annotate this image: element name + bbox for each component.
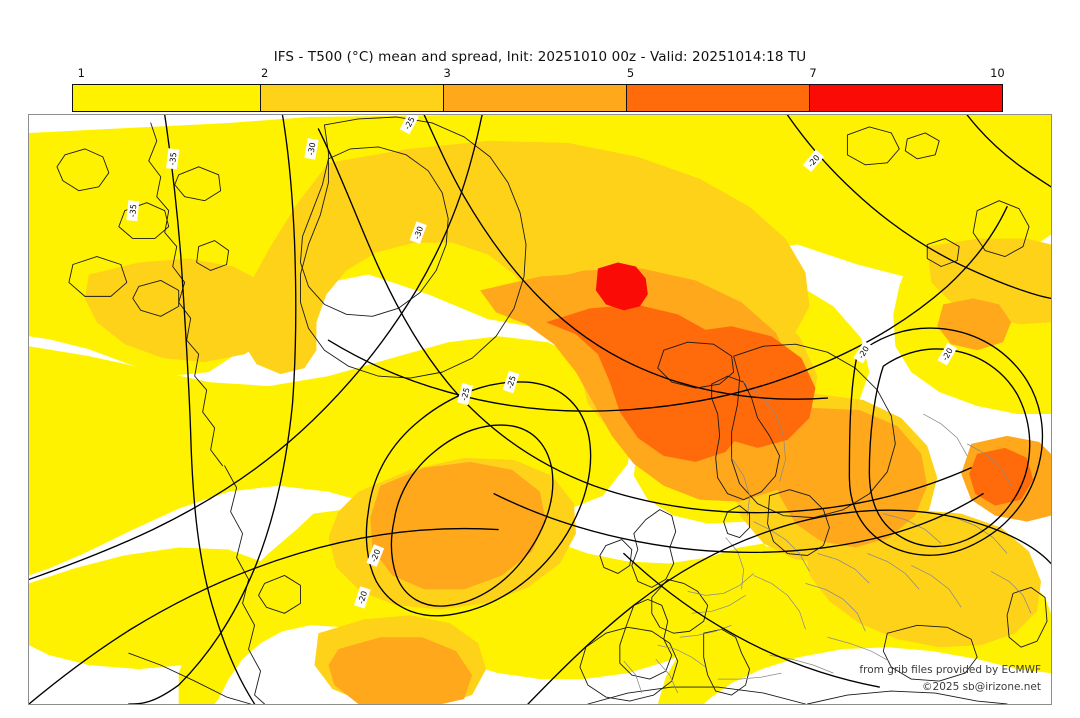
contour-labels: -25 -30 -30 -35 [126, 115, 957, 609]
map-canvas: -25 -30 -30 -35 [29, 115, 1051, 704]
map-panel[interactable]: -25 -30 -30 -35 [28, 114, 1052, 705]
copyright-credit: ©2025 sb@irizone.net [922, 681, 1041, 693]
svg-text:-20: -20 [357, 590, 370, 605]
svg-text:-30: -30 [306, 142, 317, 156]
colorbar-segment-1-2 [73, 85, 261, 111]
svg-text:-25: -25 [505, 375, 518, 390]
svg-text:-25: -25 [460, 387, 472, 402]
colorbar-segment-7-10 [809, 85, 1002, 111]
colorbar-segment-2-3 [260, 85, 444, 111]
svg-text:-35: -35 [128, 204, 138, 218]
isotherm-contours [29, 115, 1051, 704]
colorbar-tick-1: 1 [77, 66, 85, 80]
colorbar-tick-labels: 1 2 3 5 7 10 [72, 66, 1005, 82]
coastlines [56, 116, 1048, 704]
colorbar-tick-10: 10 [990, 66, 1005, 80]
colorbar [72, 84, 1003, 112]
colorbar-segment-5-7 [626, 85, 810, 111]
page-title: IFS - T500 (°C) mean and spread, Init: 2… [273, 49, 807, 65]
data-source-credit: from grib files provided by ECMWF [859, 664, 1041, 676]
country-borders [623, 381, 1032, 694]
colorbar-tick-3: 3 [443, 66, 451, 80]
colorbar-tick-5: 5 [626, 66, 635, 80]
colorbar-tick-7: 7 [809, 66, 817, 80]
spread-band-7-to-10 [595, 262, 648, 311]
colorbar-segment-3-5 [443, 85, 627, 111]
spread-band-5-to-7 [545, 304, 1034, 506]
colorbar-tick-2: 2 [261, 66, 269, 80]
svg-text:-35: -35 [168, 152, 179, 166]
svg-text:-30: -30 [412, 225, 425, 240]
colorbar-gradient [72, 84, 1003, 112]
